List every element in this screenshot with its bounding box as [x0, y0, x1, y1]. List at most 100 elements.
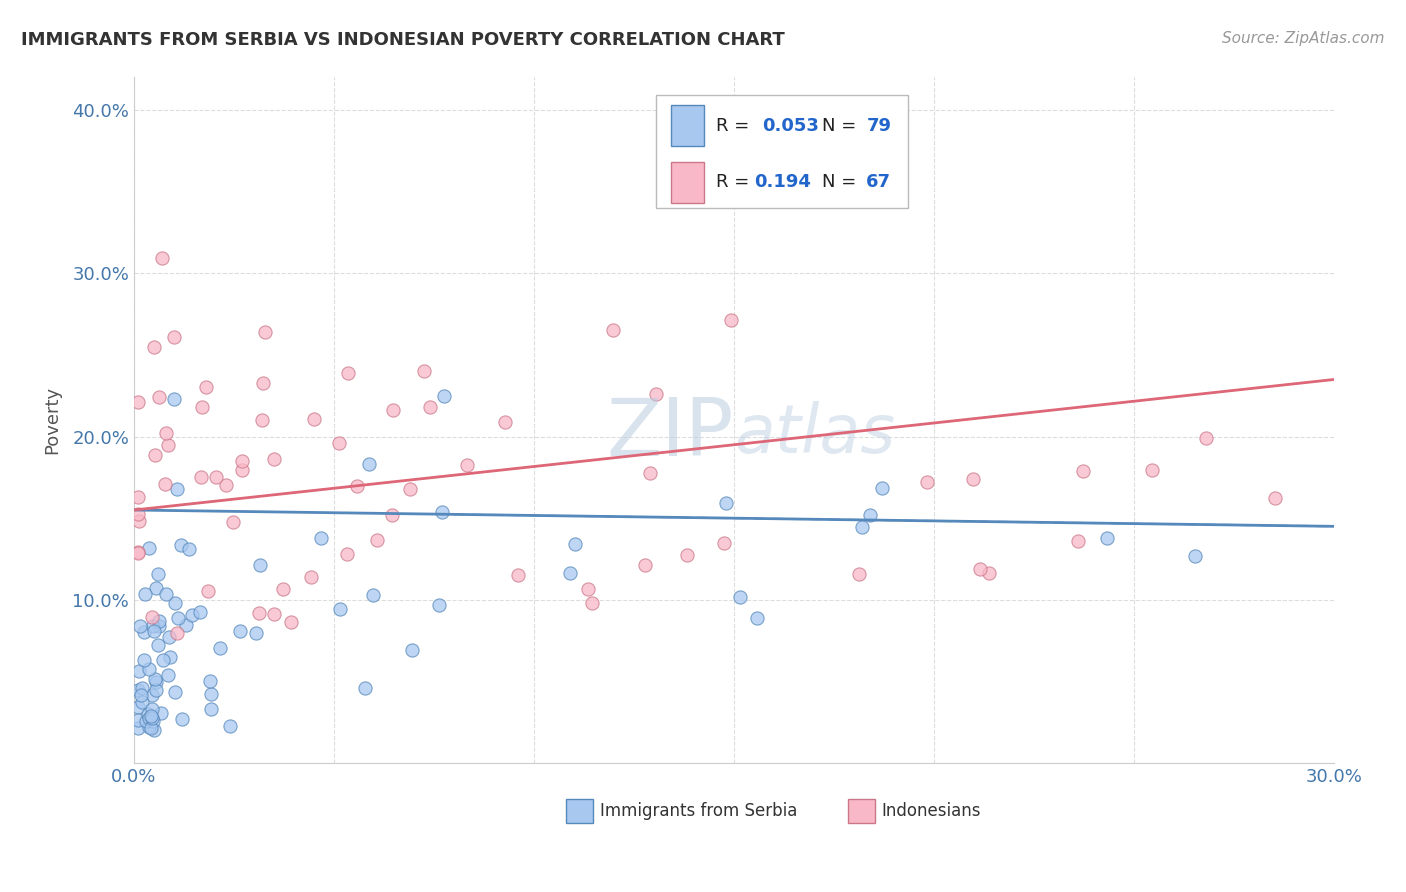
Point: [1264, 491, 1286, 506]
Point: [200, 687, 222, 701]
Point: [328, 436, 350, 450]
Point: [167, 611, 190, 625]
Point: [252, 376, 274, 391]
Point: [166, 625, 188, 640]
Point: [141, 689, 163, 703]
Text: N =: N =: [823, 173, 856, 191]
Text: atlas: atlas: [734, 401, 896, 467]
Point: [578, 582, 600, 596]
FancyBboxPatch shape: [671, 105, 704, 146]
Point: [157, 667, 180, 681]
Point: [148, 614, 170, 628]
Point: [155, 587, 177, 601]
Point: [558, 566, 581, 581]
Point: [205, 470, 228, 484]
Point: [163, 392, 186, 406]
Point: [166, 482, 188, 496]
Point: [1071, 464, 1094, 478]
Text: Source: ZipAtlas.com: Source: ZipAtlas.com: [1222, 31, 1385, 46]
Point: [870, 482, 893, 496]
Point: [146, 638, 169, 652]
Point: [163, 329, 186, 343]
Point: [382, 403, 405, 417]
Point: [271, 582, 294, 596]
Point: [148, 619, 170, 633]
Point: [200, 702, 222, 716]
Point: [127, 713, 149, 727]
Point: [170, 538, 193, 552]
Point: [145, 675, 167, 690]
Point: [146, 566, 169, 581]
Point: [141, 610, 163, 624]
Point: [127, 545, 149, 559]
Point: [969, 562, 991, 576]
Point: [208, 640, 231, 655]
Point: [138, 662, 160, 676]
Point: [676, 548, 699, 562]
Point: [177, 542, 200, 557]
Point: [638, 466, 661, 480]
Point: [280, 615, 302, 630]
Point: [714, 496, 737, 510]
Point: [131, 694, 153, 708]
Point: [979, 566, 1001, 580]
Point: [1095, 531, 1118, 545]
Point: [150, 706, 173, 721]
Point: [163, 596, 186, 610]
Point: [222, 515, 245, 529]
Point: [427, 599, 450, 613]
Point: [135, 714, 157, 729]
Point: [1067, 533, 1090, 548]
Point: [745, 610, 768, 624]
Point: [728, 590, 751, 604]
Point: [127, 546, 149, 560]
Point: [197, 584, 219, 599]
Point: [145, 581, 167, 595]
Point: [138, 541, 160, 555]
Point: [357, 457, 380, 471]
Point: [915, 475, 938, 490]
Point: [143, 448, 166, 462]
Point: [329, 602, 352, 616]
Point: [494, 415, 516, 429]
Point: [219, 719, 242, 733]
Point: [142, 339, 165, 353]
Point: [141, 702, 163, 716]
Text: 0.194: 0.194: [755, 173, 811, 191]
Text: ZIP: ZIP: [607, 395, 734, 473]
Point: [172, 712, 194, 726]
Point: [143, 723, 166, 737]
Text: R =: R =: [716, 117, 749, 135]
Point: [231, 462, 253, 476]
Point: [155, 425, 177, 440]
Text: Indonesians: Indonesians: [882, 802, 981, 820]
Point: [152, 653, 174, 667]
Point: [366, 533, 388, 548]
Point: [1195, 431, 1218, 445]
Point: [127, 721, 149, 735]
Point: [127, 508, 149, 522]
Point: [128, 664, 150, 678]
Point: [134, 653, 156, 667]
Point: [245, 626, 267, 640]
Point: [250, 412, 273, 426]
Point: [181, 608, 204, 623]
Point: [139, 721, 162, 735]
FancyBboxPatch shape: [848, 798, 875, 823]
Text: N =: N =: [823, 117, 856, 135]
Point: [156, 438, 179, 452]
Point: [165, 684, 187, 698]
Point: [361, 588, 384, 602]
Point: [229, 624, 252, 638]
Point: [851, 520, 873, 534]
Point: [354, 681, 377, 695]
Point: [131, 688, 153, 702]
Point: [299, 569, 322, 583]
Point: [148, 390, 170, 404]
Point: [456, 458, 478, 472]
Point: [231, 453, 253, 467]
Point: [131, 681, 153, 696]
Point: [581, 596, 603, 610]
Text: 0.053: 0.053: [762, 117, 818, 135]
Y-axis label: Poverty: Poverty: [44, 386, 60, 454]
